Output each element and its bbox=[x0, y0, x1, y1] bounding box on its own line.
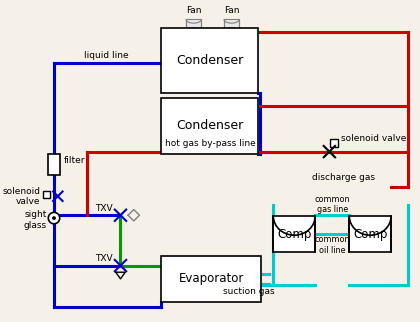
Text: Comp: Comp bbox=[277, 228, 312, 241]
Text: Condenser: Condenser bbox=[176, 54, 243, 67]
Bar bbox=[161, 99, 258, 154]
Text: Comp: Comp bbox=[353, 228, 387, 241]
Bar bbox=[161, 256, 261, 302]
Bar bbox=[273, 216, 315, 252]
Bar bbox=[349, 216, 391, 252]
Circle shape bbox=[48, 213, 60, 224]
Text: filter: filter bbox=[63, 156, 85, 165]
Text: common
oil line: common oil line bbox=[315, 235, 350, 255]
Text: TXV: TXV bbox=[95, 204, 113, 213]
Bar bbox=[186, 19, 201, 31]
Text: solenoid valve: solenoid valve bbox=[341, 134, 406, 143]
Text: liquid line: liquid line bbox=[84, 52, 129, 61]
Text: sight
glass: sight glass bbox=[23, 210, 47, 230]
Text: discharge gas: discharge gas bbox=[312, 173, 375, 182]
Text: hot gas by-pass line: hot gas by-pass line bbox=[165, 139, 256, 148]
Text: common
gas line: common gas line bbox=[315, 195, 350, 214]
Bar bbox=[161, 28, 258, 93]
Text: suction gas: suction gas bbox=[223, 288, 275, 296]
Bar bbox=[42, 191, 50, 198]
Text: Evaporator: Evaporator bbox=[178, 272, 244, 285]
Circle shape bbox=[52, 216, 56, 220]
Text: TXV: TXV bbox=[95, 254, 113, 263]
Bar bbox=[48, 155, 60, 175]
Bar bbox=[224, 19, 239, 31]
Text: Fan: Fan bbox=[186, 6, 201, 15]
Text: Condenser: Condenser bbox=[176, 119, 243, 132]
Bar bbox=[330, 139, 338, 147]
Text: Fan: Fan bbox=[224, 6, 239, 15]
Text: solenoid
valve: solenoid valve bbox=[3, 186, 41, 206]
